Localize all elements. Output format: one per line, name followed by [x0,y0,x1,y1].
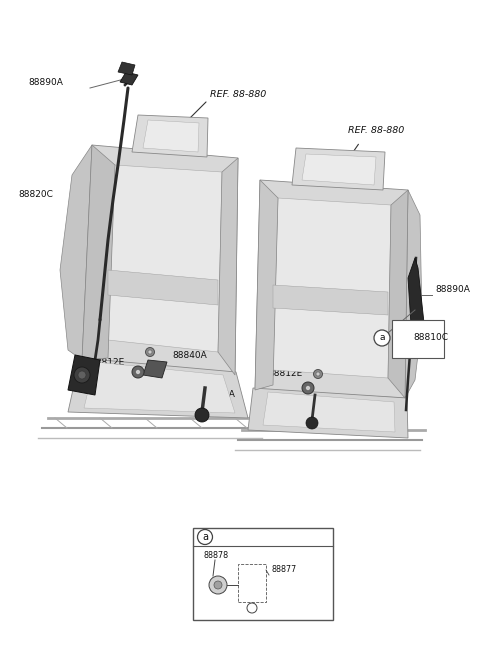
Polygon shape [255,180,278,390]
Text: a: a [202,532,208,542]
Text: 88840A: 88840A [172,351,207,360]
Polygon shape [118,62,135,75]
Polygon shape [273,285,388,315]
Circle shape [305,386,311,390]
Text: 88812E: 88812E [90,358,124,367]
Circle shape [247,603,257,613]
Polygon shape [84,362,235,413]
Text: 1125AC: 1125AC [278,346,313,355]
Circle shape [145,348,155,357]
Circle shape [197,530,213,545]
Polygon shape [82,145,238,375]
Circle shape [74,367,90,383]
Text: 88890A: 88890A [435,285,470,294]
Polygon shape [143,120,199,152]
Polygon shape [108,270,218,305]
Polygon shape [68,355,100,395]
Polygon shape [82,145,115,360]
Text: 88820C: 88820C [18,190,53,199]
Circle shape [209,576,227,594]
Text: 88877: 88877 [271,565,296,574]
Text: REF. 88-880: REF. 88-880 [210,90,266,99]
Bar [193,528,333,620]
Polygon shape [108,165,222,352]
Circle shape [148,350,152,354]
Text: 88810C: 88810C [413,333,448,342]
Circle shape [135,369,141,374]
Polygon shape [68,358,248,418]
Polygon shape [273,198,391,378]
Polygon shape [405,190,422,398]
Circle shape [306,417,318,429]
Circle shape [195,408,209,422]
Circle shape [214,581,222,589]
Circle shape [78,371,86,379]
Polygon shape [132,115,208,157]
Circle shape [132,366,144,378]
FancyBboxPatch shape [392,320,444,358]
Text: 1125AC: 1125AC [148,323,183,332]
Circle shape [302,382,314,394]
Polygon shape [302,154,376,185]
Text: a: a [379,334,385,342]
Polygon shape [120,72,138,85]
Circle shape [374,330,390,346]
Polygon shape [388,190,408,398]
Polygon shape [60,145,92,360]
Polygon shape [255,180,408,398]
Polygon shape [218,158,238,375]
Polygon shape [292,148,385,190]
Polygon shape [248,388,408,438]
Bar [238,564,266,602]
Circle shape [316,372,320,376]
Polygon shape [263,392,395,432]
Text: 88890A: 88890A [28,78,63,87]
Text: 88830A: 88830A [200,390,235,399]
Circle shape [313,369,323,378]
Text: 88878: 88878 [203,551,228,560]
Text: 88812E: 88812E [268,369,302,378]
Text: REF. 88-880: REF. 88-880 [348,126,404,135]
Polygon shape [408,258,425,342]
Polygon shape [143,360,167,378]
